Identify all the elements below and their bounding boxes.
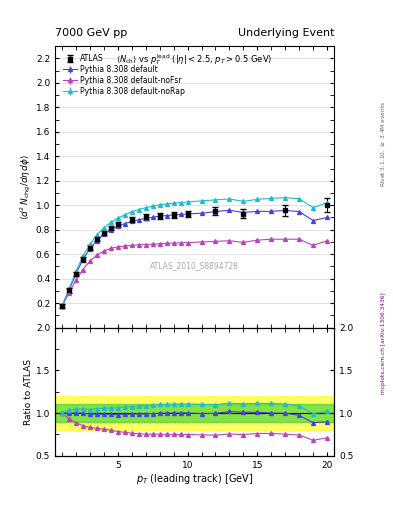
X-axis label: $p_T$ (leading track) [GeV]: $p_T$ (leading track) [GeV] <box>136 472 253 486</box>
Text: mcplots.cern.ch [arXiv:1306.3436]: mcplots.cern.ch [arXiv:1306.3436] <box>381 292 386 394</box>
Bar <box>55 404 334 421</box>
Text: ATLAS_2010_S8894728: ATLAS_2010_S8894728 <box>150 261 239 270</box>
Y-axis label: $\langle d^2\,N_{\mathrm{chg}}/d\eta\,d\phi \rangle$: $\langle d^2\,N_{\mathrm{chg}}/d\eta\,d\… <box>18 154 33 220</box>
Legend: ATLAS, Pythia 8.308 default, Pythia 8.308 default-noFsr, Pythia 8.308 default-no: ATLAS, Pythia 8.308 default, Pythia 8.30… <box>62 53 186 97</box>
Text: 7000 GeV pp: 7000 GeV pp <box>55 28 127 38</box>
Text: $\langle N_{\mathrm{ch}} \rangle$ vs $p_T^{\mathrm{lead}}$ ($|\eta| < 2.5$, $p_T: $\langle N_{\mathrm{ch}} \rangle$ vs $p_… <box>116 52 273 67</box>
Bar <box>55 396 334 430</box>
Text: Underlying Event: Underlying Event <box>237 28 334 38</box>
Text: Rivet 3.1.10, $\geq$ 3.4M events: Rivet 3.1.10, $\geq$ 3.4M events <box>379 100 387 186</box>
Y-axis label: Ratio to ATLAS: Ratio to ATLAS <box>24 359 33 424</box>
